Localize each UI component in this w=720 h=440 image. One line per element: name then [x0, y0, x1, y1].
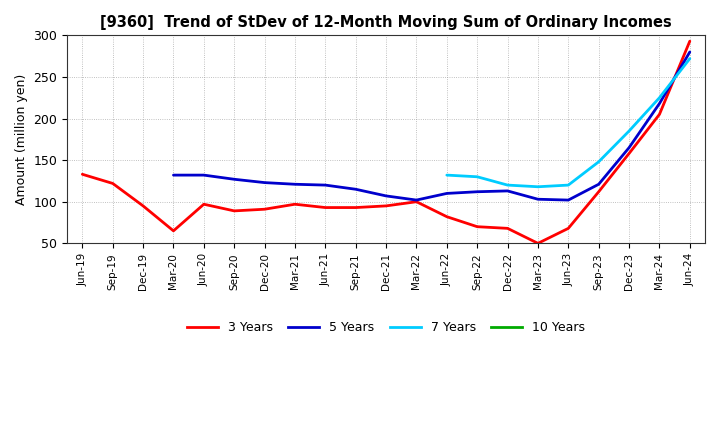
7 Years — [655, 95, 664, 100]
3 Years — [412, 199, 420, 204]
3 Years — [595, 189, 603, 194]
10 Years — [685, 54, 694, 59]
5 Years — [169, 172, 178, 178]
3 Years — [625, 151, 634, 156]
5 Years — [351, 187, 360, 192]
5 Years — [412, 198, 420, 203]
3 Years — [655, 112, 664, 117]
3 Years — [564, 226, 572, 231]
7 Years — [685, 56, 694, 61]
7 Years — [473, 174, 482, 180]
7 Years — [625, 128, 634, 134]
5 Years — [199, 172, 208, 178]
3 Years — [78, 172, 86, 177]
Line: 7 Years: 7 Years — [447, 59, 690, 187]
5 Years — [625, 145, 634, 150]
Title: [9360]  Trend of StDev of 12-Month Moving Sum of Ordinary Incomes: [9360] Trend of StDev of 12-Month Moving… — [100, 15, 672, 30]
5 Years — [443, 191, 451, 196]
3 Years — [321, 205, 330, 210]
5 Years — [685, 49, 694, 55]
3 Years — [109, 181, 117, 186]
3 Years — [473, 224, 482, 229]
7 Years — [564, 183, 572, 188]
Legend: 3 Years, 5 Years, 7 Years, 10 Years: 3 Years, 5 Years, 7 Years, 10 Years — [182, 316, 590, 339]
5 Years — [534, 197, 542, 202]
5 Years — [655, 101, 664, 106]
5 Years — [382, 193, 390, 198]
Line: 3 Years: 3 Years — [82, 41, 690, 243]
5 Years — [473, 189, 482, 194]
Line: 5 Years: 5 Years — [174, 52, 690, 200]
3 Years — [534, 241, 542, 246]
3 Years — [199, 202, 208, 207]
5 Years — [230, 176, 238, 182]
3 Years — [503, 226, 512, 231]
7 Years — [443, 172, 451, 178]
3 Years — [351, 205, 360, 210]
5 Years — [260, 180, 269, 185]
7 Years — [595, 159, 603, 165]
3 Years — [260, 207, 269, 212]
7 Years — [534, 184, 542, 189]
5 Years — [595, 182, 603, 187]
3 Years — [382, 203, 390, 209]
3 Years — [291, 202, 300, 207]
5 Years — [291, 182, 300, 187]
7 Years — [503, 183, 512, 188]
3 Years — [139, 203, 148, 209]
3 Years — [685, 39, 694, 44]
5 Years — [503, 188, 512, 194]
Y-axis label: Amount (million yen): Amount (million yen) — [15, 74, 28, 205]
5 Years — [321, 183, 330, 188]
3 Years — [169, 228, 178, 234]
3 Years — [443, 214, 451, 220]
5 Years — [564, 198, 572, 203]
3 Years — [230, 208, 238, 213]
